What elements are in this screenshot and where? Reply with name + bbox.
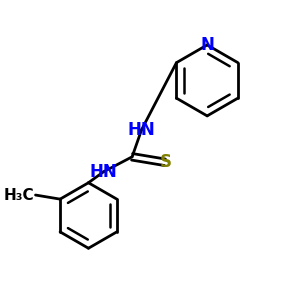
Text: HN: HN [128,121,155,139]
Text: N: N [200,36,214,54]
Text: HN: HN [90,163,117,181]
Text: S: S [160,153,172,171]
Text: H₃C: H₃C [4,188,34,202]
